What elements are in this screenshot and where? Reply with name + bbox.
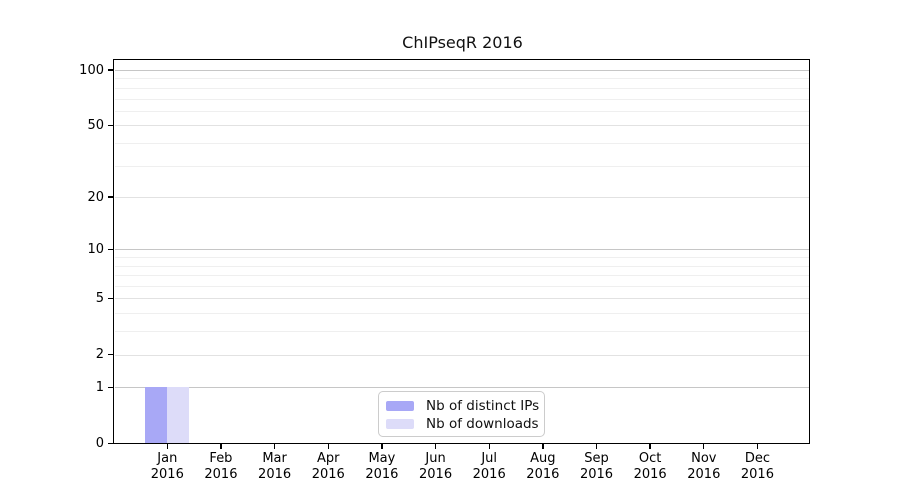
legend-label: Nb of downloads	[426, 416, 539, 432]
y-tick-label: 0	[95, 436, 104, 451]
major-gridline	[115, 298, 810, 300]
minor-gridline	[115, 331, 810, 333]
major-gridline	[115, 354, 810, 356]
y-tick-label: 50	[87, 117, 104, 133]
x-tick-label: Oct 2016	[633, 451, 667, 482]
chart-title: ChIPseqR 2016	[402, 33, 523, 52]
x-tick-label: May 2016	[365, 451, 399, 482]
y-tick-label: 1	[95, 379, 104, 395]
plot-area	[113, 59, 810, 444]
x-tick-label: Jun 2016	[419, 451, 453, 482]
major-gridline	[115, 249, 810, 251]
y-tick-mark	[108, 248, 114, 251]
x-tick-label: Dec 2016	[740, 451, 774, 482]
legend-swatch-distinct-ips	[386, 401, 414, 411]
y-tick-mark	[108, 297, 114, 300]
y-tick-mark	[108, 442, 114, 445]
legend-item: Nb of distinct IPs	[386, 397, 544, 415]
x-tick-mark	[327, 444, 329, 449]
x-tick-mark	[542, 444, 544, 449]
x-tick-label: Apr 2016	[311, 451, 345, 482]
major-gridline	[115, 70, 810, 71]
major-gridline	[115, 197, 810, 199]
minor-gridline	[115, 275, 810, 277]
x-tick-mark	[488, 444, 490, 449]
x-tick-mark	[220, 444, 222, 449]
minor-gridline	[115, 265, 810, 267]
minor-gridline	[115, 110, 810, 112]
y-tick-mark	[108, 353, 114, 356]
minor-gridline	[115, 142, 810, 144]
legend-swatch-downloads	[386, 419, 414, 429]
y-tick-label: 2	[95, 347, 104, 363]
legend-label: Nb of distinct IPs	[426, 398, 540, 414]
x-tick-mark	[381, 444, 383, 449]
x-tick-mark	[703, 444, 705, 449]
x-tick-label: Jul 2016	[472, 451, 506, 482]
y-tick-mark	[108, 69, 114, 71]
minor-gridline	[115, 313, 810, 315]
y-tick-label: 100	[79, 62, 104, 78]
y-tick-mark	[108, 124, 114, 126]
bar-downloads	[167, 387, 190, 444]
x-tick-mark	[756, 444, 759, 449]
x-tick-mark	[595, 444, 598, 449]
x-tick-label: Nov 2016	[687, 451, 721, 482]
minor-gridline	[115, 87, 810, 89]
y-tick-label: 20	[87, 189, 104, 205]
x-tick-mark	[434, 444, 437, 449]
y-tick-label: 5	[95, 290, 104, 306]
bar-distinct-ips	[145, 387, 168, 444]
x-tick-label: Feb 2016	[204, 451, 238, 482]
x-tick-mark	[273, 444, 276, 449]
x-tick-mark	[166, 444, 168, 449]
minor-gridline	[115, 286, 810, 288]
minor-gridline	[115, 98, 810, 100]
minor-gridline	[115, 165, 810, 167]
x-tick-mark	[649, 444, 651, 449]
minor-gridline	[115, 257, 810, 259]
major-gridline	[115, 387, 810, 389]
y-tick-mark	[108, 386, 114, 389]
legend-item: Nb of downloads	[386, 415, 544, 433]
x-tick-label: Jan 2016	[150, 451, 184, 482]
y-tick-label: 10	[87, 241, 104, 257]
minor-gridline	[115, 78, 810, 80]
legend: Nb of distinct IPs Nb of downloads	[378, 391, 545, 437]
x-tick-label: Mar 2016	[258, 451, 292, 482]
x-tick-label: Aug 2016	[526, 451, 560, 482]
major-gridline	[115, 125, 810, 127]
y-tick-mark	[108, 196, 114, 198]
x-tick-label: Sep 2016	[579, 451, 614, 482]
